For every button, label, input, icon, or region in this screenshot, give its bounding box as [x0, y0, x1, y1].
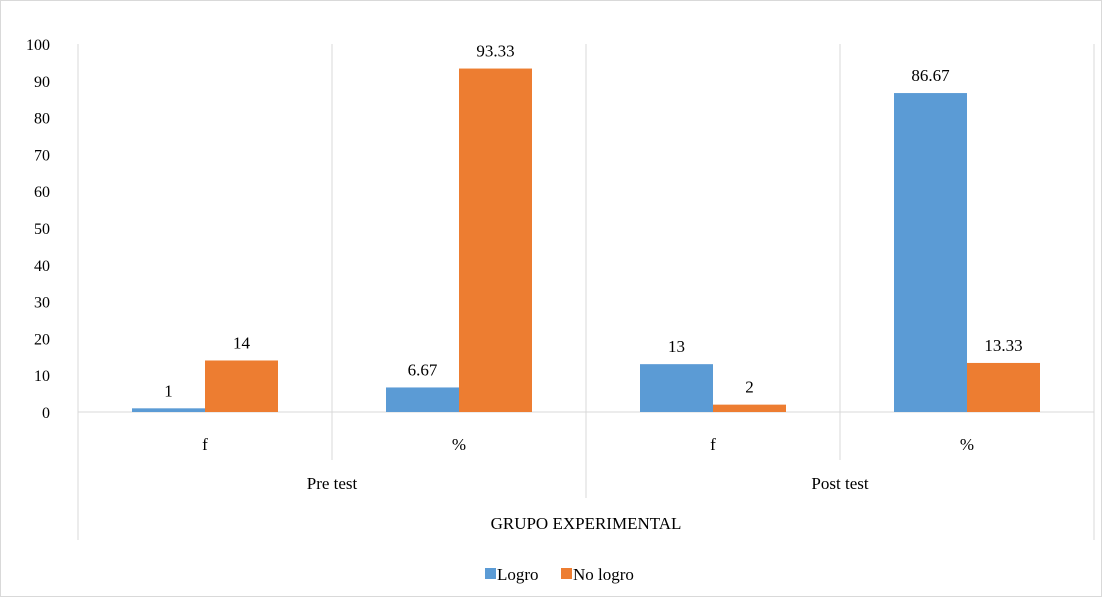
data-label: 6.67: [408, 360, 438, 379]
y-tick-label: 30: [34, 295, 50, 312]
y-tick-label: 0: [42, 405, 50, 422]
data-label: 86.67: [911, 66, 950, 85]
y-tick-label: 40: [34, 258, 50, 275]
bar-no-logro: [713, 404, 786, 412]
bar-no-logro: [967, 362, 1040, 412]
bar-logro: [640, 364, 713, 412]
bar-no-logro: [205, 360, 278, 412]
y-tick-label: 20: [34, 331, 50, 348]
bar-logro: [132, 408, 205, 412]
x-group-label: Pre test: [307, 474, 358, 493]
y-tick-label: 60: [34, 184, 50, 201]
data-label: 93.33: [476, 42, 514, 61]
data-label: 13.33: [984, 336, 1022, 355]
legend-label: No logro: [573, 565, 634, 584]
legend-label: Logro: [497, 565, 539, 584]
x-group-label: Post test: [811, 474, 868, 493]
data-label: 13: [668, 337, 685, 356]
bar-logro: [386, 387, 459, 412]
y-tick-label: 10: [34, 368, 50, 385]
bar-no-logro: [459, 68, 532, 413]
x-category-label: f: [202, 435, 208, 454]
x-category-label: f: [710, 435, 716, 454]
y-tick-label: 100: [26, 37, 50, 54]
y-tick-label: 70: [34, 147, 50, 164]
x-category-label: %: [452, 435, 466, 454]
x-category-label: %: [960, 435, 974, 454]
y-tick-label: 50: [34, 221, 50, 238]
data-label: 2: [745, 378, 754, 397]
bar-logro: [894, 93, 967, 413]
x-axis-title: GRUPO EXPERIMENTAL: [491, 514, 682, 533]
data-label: 14: [233, 333, 251, 352]
y-tick-label: 80: [34, 111, 50, 128]
legend-swatch-no-logro: [561, 568, 572, 579]
y-tick-label: 90: [34, 74, 50, 91]
legend-swatch-logro: [485, 568, 496, 579]
data-label: 1: [164, 381, 173, 400]
